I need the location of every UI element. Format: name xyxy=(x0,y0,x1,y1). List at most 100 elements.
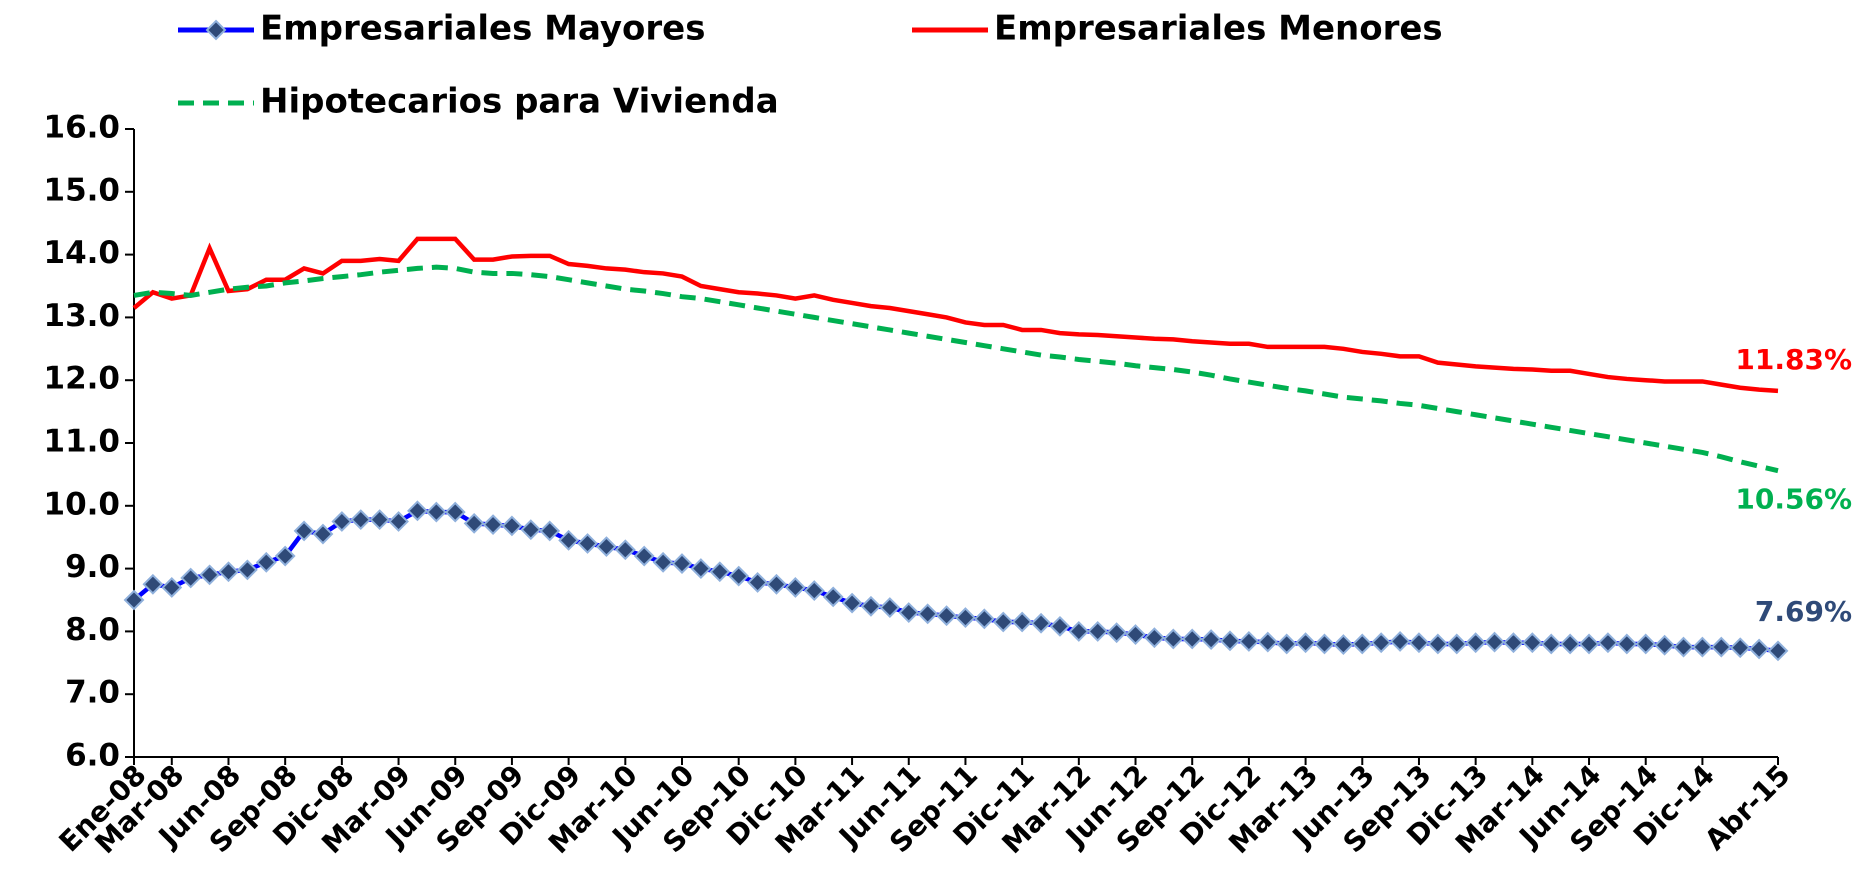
marker xyxy=(331,511,353,532)
marker xyxy=(1106,622,1128,644)
marker xyxy=(1200,629,1222,650)
marker xyxy=(1068,620,1090,642)
marker xyxy=(293,520,315,542)
marker xyxy=(388,511,409,532)
marker xyxy=(1540,633,1562,655)
marker xyxy=(199,564,221,586)
marker xyxy=(236,559,258,581)
marker xyxy=(1181,628,1203,650)
y-tick-label: 10.0 xyxy=(44,486,121,522)
marker xyxy=(312,523,334,545)
marker xyxy=(992,611,1014,633)
marker xyxy=(1635,633,1657,655)
marker xyxy=(1748,638,1770,660)
marker xyxy=(1521,632,1543,654)
y-tick-label: 11.0 xyxy=(44,424,121,460)
marker xyxy=(1030,612,1052,634)
marker xyxy=(1408,632,1430,654)
series-line xyxy=(132,508,1779,654)
legend-label: Hipotecarios para Vivienda xyxy=(260,82,779,122)
marker xyxy=(1332,634,1354,656)
y-tick-label: 14.0 xyxy=(44,235,121,271)
marker xyxy=(1767,640,1789,662)
marker xyxy=(1314,633,1335,655)
marker xyxy=(407,500,428,522)
marker xyxy=(482,514,504,536)
y-tick-label: 9.0 xyxy=(65,549,120,585)
marker xyxy=(350,509,372,531)
marker xyxy=(747,572,769,593)
marker xyxy=(822,586,844,608)
marker xyxy=(1389,631,1411,652)
marker xyxy=(614,539,636,561)
marker xyxy=(803,580,825,601)
marker xyxy=(766,573,787,595)
marker xyxy=(1162,628,1184,650)
marker xyxy=(709,561,731,583)
marker xyxy=(1710,636,1732,658)
marker xyxy=(218,561,239,583)
marker xyxy=(1673,636,1694,658)
marker xyxy=(1729,637,1751,659)
marker xyxy=(1238,631,1260,652)
marker xyxy=(274,545,296,567)
marker xyxy=(369,509,391,531)
marker xyxy=(841,592,863,614)
marker xyxy=(1446,633,1468,655)
marker xyxy=(1465,632,1487,654)
marker xyxy=(1427,633,1449,655)
value-label: 10.56% xyxy=(1735,483,1852,516)
legend-label: Empresariales Menores xyxy=(994,9,1443,49)
marker xyxy=(1597,632,1619,654)
marker xyxy=(595,536,617,558)
y-tick-label: 12.0 xyxy=(44,361,121,397)
y-tick-label: 13.0 xyxy=(44,298,121,334)
marker xyxy=(917,603,939,625)
marker xyxy=(633,545,655,567)
marker xyxy=(539,520,561,542)
y-tick-label: 7.0 xyxy=(65,675,120,711)
value-label: 7.69% xyxy=(1755,595,1852,628)
marker xyxy=(1011,611,1033,633)
marker xyxy=(860,595,882,617)
marker xyxy=(955,607,976,628)
marker xyxy=(1143,627,1165,649)
marker xyxy=(577,533,598,554)
marker xyxy=(1559,633,1581,655)
marker xyxy=(255,551,277,573)
marker xyxy=(728,565,750,587)
legend-marker xyxy=(205,19,227,41)
y-tick-label: 15.0 xyxy=(44,172,121,208)
value-label: 11.83% xyxy=(1735,343,1852,376)
marker xyxy=(1484,631,1505,653)
marker xyxy=(1257,631,1279,653)
marker xyxy=(520,519,542,541)
marker xyxy=(142,573,164,595)
marker xyxy=(1691,636,1713,658)
marker xyxy=(898,602,920,623)
marker xyxy=(671,553,693,574)
marker xyxy=(690,558,712,580)
marker xyxy=(1503,632,1524,654)
y-tick-label: 8.0 xyxy=(65,612,120,648)
marker xyxy=(652,551,674,573)
y-tick-label: 16.0 xyxy=(44,110,121,146)
marker xyxy=(444,501,466,523)
marker xyxy=(161,577,183,598)
marker xyxy=(1654,634,1676,656)
marker xyxy=(973,608,995,630)
marker xyxy=(1049,615,1071,637)
marker xyxy=(180,567,202,589)
marker xyxy=(1370,632,1392,654)
marker xyxy=(501,515,523,537)
marker xyxy=(1087,620,1109,642)
marker xyxy=(123,589,145,611)
marker xyxy=(1578,633,1600,655)
marker xyxy=(1295,632,1317,654)
marker xyxy=(463,512,485,534)
y-tick-label: 6.0 xyxy=(65,738,120,774)
marker xyxy=(558,529,580,551)
marker xyxy=(936,605,957,627)
